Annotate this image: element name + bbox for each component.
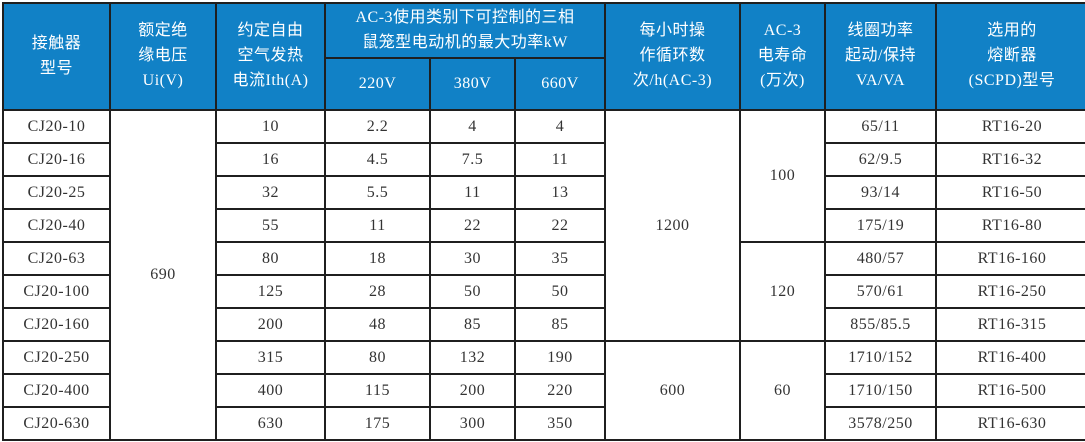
header-220v: 220V	[324, 57, 431, 111]
cell-power-380v: 50	[429, 274, 516, 309]
header-thermal-current: 约定自由 空气发热 电流Ith(A)	[215, 2, 326, 111]
header-coil-power: 线圈功率 起动/保持 VA/VA	[824, 2, 937, 111]
cell-model: CJ20-10	[2, 109, 111, 144]
cell-fuse-type: RT16-80	[935, 208, 1085, 243]
header-insulation-voltage: 额定绝 缘电压 Ui(V)	[109, 2, 217, 111]
table-row: CJ20-10 690 10 2.2 4 4 1200 100 65/11 RT…	[2, 109, 1085, 441]
header-660v: 660V	[514, 57, 606, 111]
cell-power-220v: 5.5	[324, 175, 431, 210]
table-row: CJ20-630 630 175 300 350 3578/250 RT16-6…	[2, 406, 1085, 441]
cell-thermal-current: 125	[215, 274, 326, 309]
cell-model: CJ20-250	[2, 340, 111, 375]
cell-power-220v: 4.5	[324, 142, 431, 177]
cell-thermal-current: 630	[215, 406, 326, 441]
cell-fuse-type: RT16-50	[935, 175, 1085, 210]
cell-model: CJ20-160	[2, 307, 111, 342]
cell-power-220v: 11	[324, 208, 431, 243]
cell-power-660v: 190	[514, 340, 606, 375]
header-electrical-life: AC-3 电寿命 (万次)	[739, 2, 826, 111]
cell-power-660v: 13	[514, 175, 606, 210]
cell-power-220v: 175	[324, 406, 431, 441]
cell-coil-power: 1710/152	[824, 340, 937, 375]
cell-model: CJ20-400	[2, 373, 111, 408]
table-row: CJ20-40 55 11 22 22 175/19 RT16-80	[2, 208, 1085, 243]
cell-thermal-current: 80	[215, 241, 326, 276]
cell-power-380v: 11	[429, 175, 516, 210]
cell-fuse-type: RT16-315	[935, 307, 1085, 342]
cell-power-220v: 80	[324, 340, 431, 375]
cell-fuse-type: RT16-20	[935, 109, 1085, 144]
cell-fuse-type: RT16-400	[935, 340, 1085, 375]
cell-thermal-current: 315	[215, 340, 326, 375]
cell-power-660v: 220	[514, 373, 606, 408]
cell-model: CJ20-63	[2, 241, 111, 276]
cell-power-660v: 35	[514, 241, 606, 276]
table-row: CJ20-400 400 115 200 220 1710/150 RT16-5…	[2, 373, 1085, 408]
table-row: CJ20-16 16 4.5 7.5 11 62/9.5 RT16-32	[2, 142, 1085, 177]
cell-model: CJ20-16	[2, 142, 111, 177]
cell-power-220v: 18	[324, 241, 431, 276]
cell-power-380v: 132	[429, 340, 516, 375]
table-row: CJ20-100 125 28 50 50 570/61 RT16-250	[2, 274, 1085, 309]
header-380v: 380V	[429, 57, 516, 111]
cell-coil-power: 3578/250	[824, 406, 937, 441]
cell-power-380v: 4	[429, 109, 516, 144]
cell-power-660v: 85	[514, 307, 606, 342]
cell-model: CJ20-25	[2, 175, 111, 210]
cell-power-660v: 50	[514, 274, 606, 309]
cell-coil-power: 480/57	[824, 241, 937, 276]
cell-power-660v: 350	[514, 406, 606, 441]
table-row: CJ20-250 315 80 132 190 600 60 1710/152 …	[2, 340, 1085, 441]
cell-coil-power: 62/9.5	[824, 142, 937, 177]
cell-thermal-current: 10	[215, 109, 326, 144]
cell-power-380v: 30	[429, 241, 516, 276]
cell-life-100: 100	[739, 109, 826, 243]
cell-fuse-type: RT16-160	[935, 241, 1085, 276]
cell-power-220v: 115	[324, 373, 431, 408]
cell-power-220v: 28	[324, 274, 431, 309]
cell-power-660v: 11	[514, 142, 606, 177]
cell-fuse-type: RT16-250	[935, 274, 1085, 309]
cell-power-380v: 85	[429, 307, 516, 342]
cell-thermal-current: 200	[215, 307, 326, 342]
cell-fuse-type: RT16-500	[935, 373, 1085, 408]
cell-life-60: 60	[739, 340, 826, 441]
cell-coil-power: 570/61	[824, 274, 937, 309]
cell-coil-power: 175/19	[824, 208, 937, 243]
cell-cycles-600: 600	[604, 340, 741, 441]
cell-model: CJ20-100	[2, 274, 111, 309]
cell-power-220v: 2.2	[324, 109, 431, 144]
table-row: CJ20-63 80 18 30 35 120 480/57 RT16-160	[2, 241, 1085, 342]
cell-life-120: 120	[739, 241, 826, 342]
header-fuse-type: 选用的 熔断器 (SCPD)型号	[935, 2, 1085, 111]
header-cycles-per-hour: 每小时操 作循环数 次/h(AC-3)	[604, 2, 741, 111]
cell-thermal-current: 55	[215, 208, 326, 243]
cell-fuse-type: RT16-32	[935, 142, 1085, 177]
cell-fuse-type: RT16-630	[935, 406, 1085, 441]
cell-thermal-current: 16	[215, 142, 326, 177]
cell-power-660v: 22	[514, 208, 606, 243]
cell-power-380v: 300	[429, 406, 516, 441]
table-row: CJ20-25 32 5.5 11 13 93/14 RT16-50	[2, 175, 1085, 210]
cell-coil-power: 65/11	[824, 109, 937, 144]
cell-thermal-current: 32	[215, 175, 326, 210]
cell-thermal-current: 400	[215, 373, 326, 408]
header-ac3-power-group: AC-3使用类别下可控制的三相 鼠笼型电动机的最大功率kW	[324, 2, 606, 59]
cell-coil-power: 93/14	[824, 175, 937, 210]
header-model: 接触器 型号	[2, 2, 111, 111]
cell-power-380v: 7.5	[429, 142, 516, 177]
cell-power-380v: 22	[429, 208, 516, 243]
cell-power-660v: 4	[514, 109, 606, 144]
cell-power-380v: 200	[429, 373, 516, 408]
table-row: CJ20-160 200 48 85 85 855/85.5 RT16-315	[2, 307, 1085, 342]
cell-coil-power: 855/85.5	[824, 307, 937, 342]
cell-power-220v: 48	[324, 307, 431, 342]
cell-coil-power: 1710/150	[824, 373, 937, 408]
cell-model: CJ20-630	[2, 406, 111, 441]
cell-insulation-voltage-690: 690	[109, 109, 217, 441]
cell-model: CJ20-40	[2, 208, 111, 243]
cell-cycles-1200: 1200	[604, 109, 741, 342]
